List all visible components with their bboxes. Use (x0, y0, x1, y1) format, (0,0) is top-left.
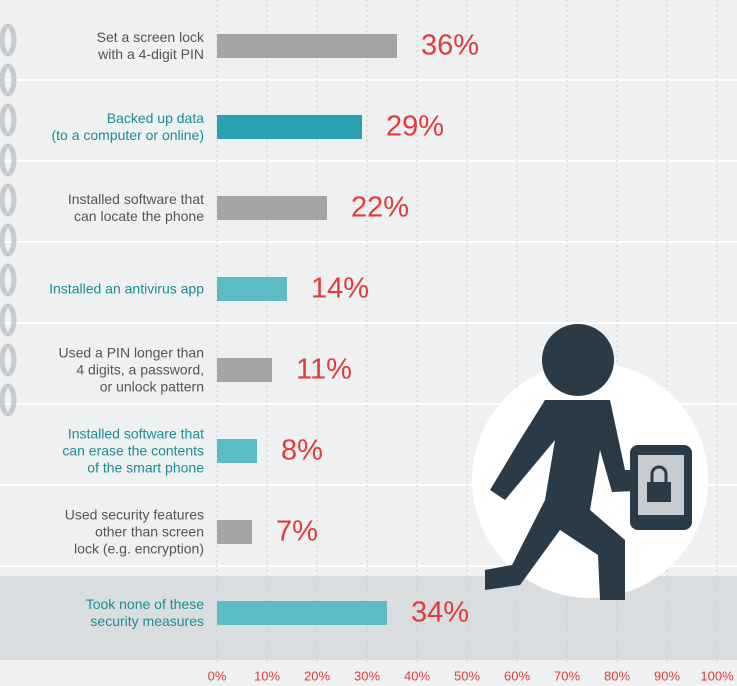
bar (217, 601, 387, 625)
category-label: Used a PIN longer than 4 digits, a passw… (58, 344, 204, 395)
person-icon (472, 324, 708, 600)
value-label: 7% (276, 516, 318, 548)
value-label: 34% (411, 597, 469, 629)
bar (217, 358, 272, 382)
value-label: 11% (296, 354, 352, 386)
category-label: Installed an antivirus app (49, 280, 204, 297)
x-tick-label: 100% (700, 668, 734, 683)
x-tick-label: 40% (404, 668, 430, 683)
x-tick-label: 50% (454, 668, 480, 683)
value-label: 14% (311, 273, 369, 305)
category-label: Installed software that can erase the co… (62, 425, 204, 476)
chain (0, 23, 17, 417)
x-tick-label: 30% (354, 668, 380, 683)
category-label: Took none of these security measures (85, 596, 204, 629)
value-label: 29% (386, 111, 444, 143)
x-tick-label: 90% (654, 668, 680, 683)
x-tick-label: 70% (554, 668, 580, 683)
category-label: Installed software that can locate the p… (67, 191, 204, 224)
bar (217, 115, 362, 139)
category-label: Backed up data (to a computer or online) (51, 110, 204, 143)
bar (217, 520, 252, 544)
category-label: Used security features other than screen… (64, 506, 204, 557)
x-tick-label: 10% (254, 668, 280, 683)
value-label: 22% (351, 192, 409, 224)
bar (217, 439, 257, 463)
bar (217, 34, 397, 58)
value-label: 8% (281, 435, 323, 467)
bar (217, 196, 327, 220)
x-tick-label: 80% (604, 668, 630, 683)
value-label: 36% (421, 30, 479, 62)
category-label: Set a screen lock with a 4-digit PIN (96, 29, 204, 62)
x-tick-label: 0% (208, 668, 227, 683)
x-tick-label: 60% (504, 668, 530, 683)
bar (217, 277, 287, 301)
x-tick-label: 20% (304, 668, 330, 683)
